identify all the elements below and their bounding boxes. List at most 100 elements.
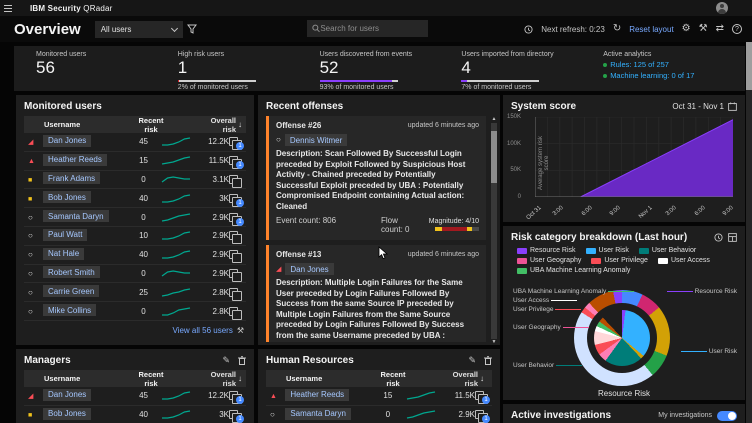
col-recent-risk[interactable]: Recent risk xyxy=(138,369,164,388)
edit-pencil-icon[interactable]: ✎ xyxy=(468,355,476,365)
username-chip[interactable]: Robert Smith xyxy=(43,266,100,279)
table-view-icon[interactable] xyxy=(728,233,737,242)
username-chip[interactable]: Dan Jones xyxy=(43,388,92,401)
table-row[interactable]: ■ Bob Jones 40 3K 1 xyxy=(24,189,246,209)
layout-arrows-icon[interactable]: ⇄ xyxy=(715,23,724,34)
rules-analytics-link[interactable]: Rules: 125 of 257 xyxy=(610,60,669,69)
col-overall-risk[interactable]: Overall risk ↓ xyxy=(452,369,484,388)
reset-layout-link[interactable]: Reset layout xyxy=(629,24,674,34)
watchlist-icon[interactable]: 1 xyxy=(229,156,244,170)
user-avatar[interactable] xyxy=(716,2,728,14)
scroll-up-icon[interactable]: ▲ xyxy=(491,116,497,122)
legend-item[interactable]: User Privilege xyxy=(591,257,648,264)
overall-risk-value: 2.9K xyxy=(458,410,475,420)
trash-icon[interactable] xyxy=(484,356,492,365)
watchlist-icon[interactable]: 1 xyxy=(475,391,490,405)
table-row[interactable]: ■ Bob Jones 40 3K 1 xyxy=(24,406,246,423)
scroll-down-icon[interactable]: ▼ xyxy=(491,339,497,345)
scrollbar-thumb[interactable] xyxy=(746,16,752,90)
search-box[interactable] xyxy=(307,20,428,37)
table-row[interactable]: ○ Samanta Daryn 0 2.9K 1 xyxy=(24,208,246,227)
watchlist-icon[interactable] xyxy=(229,231,242,245)
table-row[interactable]: ■ Frank Adams 0 3.1K xyxy=(24,171,246,190)
username-chip[interactable]: Carrie Green xyxy=(43,285,100,298)
trash-icon[interactable] xyxy=(238,356,246,365)
col-username[interactable]: Username xyxy=(286,374,323,383)
offense-card[interactable]: Offense #13 updated 6 minutes ago ◢ Dan … xyxy=(266,245,486,342)
settings-gear-icon[interactable]: ⚙ xyxy=(681,23,691,34)
user-filter-dropdown[interactable]: All users xyxy=(94,20,183,38)
username-chip[interactable]: Heather Reeds xyxy=(43,153,107,166)
hamburger-menu-icon[interactable] xyxy=(0,0,16,16)
offenses-scrollbar[interactable]: ▲ ▼ xyxy=(491,117,497,345)
table-row[interactable]: ○ Nat Hale 40 2.9K xyxy=(24,246,246,265)
offense-id[interactable]: Offense #13 xyxy=(276,250,322,260)
col-overall-risk[interactable]: Overall risk ↓ xyxy=(210,115,242,134)
username-chip[interactable]: Samanta Daryn xyxy=(43,210,109,223)
refresh-icon[interactable]: ↻ xyxy=(612,23,622,34)
panel-title: Human Resources xyxy=(266,355,354,366)
offense-id[interactable]: Offense #26 xyxy=(276,121,322,130)
watchlist-icon[interactable] xyxy=(229,268,242,282)
filter-icon[interactable] xyxy=(183,21,201,38)
donut-callout-label: UBA Machine Learning Anomaly xyxy=(513,288,635,295)
username-chip[interactable]: Mike Collins xyxy=(43,304,97,317)
stat-label: Users discovered from events xyxy=(319,51,413,58)
legend-item[interactable]: Resource Risk xyxy=(517,247,576,254)
username-chip[interactable]: Nat Hale xyxy=(43,247,85,260)
username-chip[interactable]: Samanta Daryn xyxy=(285,407,351,420)
recent-clock-icon[interactable] xyxy=(714,233,723,242)
watchlist-icon[interactable]: 1 xyxy=(475,410,490,423)
watchlist-icon[interactable]: 1 xyxy=(229,410,244,423)
table-row[interactable]: ◢ Dan Jones 45 12.2K 1 xyxy=(24,133,246,152)
panel-title: Risk category breakdown (Last hour) xyxy=(511,232,688,243)
offense-user-chip[interactable]: Dan Jones xyxy=(285,263,334,276)
table-row[interactable]: ▲ Heather Reeds 15 11.5K 1 xyxy=(24,152,246,171)
col-recent-risk[interactable]: Recent risk xyxy=(138,115,164,134)
watchlist-icon[interactable]: 1 xyxy=(229,391,244,405)
col-recent-risk[interactable]: Recent risk xyxy=(380,369,406,388)
legend-item[interactable]: User Access xyxy=(657,257,710,264)
view-all-users-link[interactable]: View all 56 users xyxy=(172,326,233,336)
legend-item[interactable]: User Behavior xyxy=(638,247,696,254)
table-row[interactable]: ○ Paul Watt 10 2.9K xyxy=(24,227,246,246)
username-chip[interactable]: Bob Jones xyxy=(43,191,91,204)
watchlist-icon[interactable] xyxy=(229,287,242,301)
username-chip[interactable]: Frank Adams xyxy=(43,172,101,185)
table-row[interactable]: ○ Samanta Daryn 0 2.9K 1 xyxy=(266,406,492,423)
username-chip[interactable]: Bob Jones xyxy=(43,407,91,420)
watchlist-icon[interactable] xyxy=(229,306,242,320)
calendar-icon[interactable] xyxy=(728,102,737,111)
tools-icon[interactable]: ⚒ xyxy=(698,23,708,34)
help-icon[interactable]: ? xyxy=(732,24,742,34)
table-row[interactable]: ○ Mike Collins 0 2.8K xyxy=(24,302,246,321)
legend-item[interactable]: User Risk xyxy=(585,247,629,254)
watchlist-icon[interactable]: 1 xyxy=(229,193,244,207)
watchlist-icon[interactable]: 1 xyxy=(229,137,244,151)
my-investigations-toggle[interactable] xyxy=(717,410,737,421)
table-row[interactable]: ○ Carrie Green 25 2.8K xyxy=(24,283,246,303)
watchlist-icon[interactable] xyxy=(229,250,242,264)
legend-item[interactable]: UBA Machine Learning Anomaly xyxy=(517,267,630,274)
watchlist-icon[interactable] xyxy=(229,174,242,188)
user-risk-icon: ○ xyxy=(270,410,275,420)
table-row[interactable]: ▲ Heather Reeds 15 11.5K 1 xyxy=(266,387,492,406)
offense-user-chip[interactable]: Dennis Witmer xyxy=(284,134,348,146)
search-input[interactable] xyxy=(320,24,423,33)
username-chip[interactable]: Dan Jones xyxy=(43,134,92,147)
legend-item[interactable]: User Geography xyxy=(517,257,581,264)
page-scrollbar[interactable] xyxy=(746,16,752,423)
ml-analytics-link[interactable]: Machine learning: 0 of 17 xyxy=(610,71,695,80)
col-username[interactable]: Username xyxy=(44,374,81,383)
username-chip[interactable]: Paul Watt xyxy=(43,228,88,241)
scrollbar-thumb[interactable] xyxy=(491,131,497,183)
col-overall-risk[interactable]: Overall risk ↓ xyxy=(210,369,242,388)
edit-pencil-icon[interactable]: ✎ xyxy=(222,355,230,365)
watchlist-icon[interactable]: 1 xyxy=(229,212,244,226)
risk-donut-chart[interactable] xyxy=(574,290,670,386)
username-chip[interactable]: Heather Reeds xyxy=(285,388,350,401)
table-row[interactable]: ○ Robert Smith 0 2.9K xyxy=(24,265,246,284)
offense-card[interactable]: Offense #26 updated 6 minutes ago ○ Denn… xyxy=(266,116,486,241)
col-username[interactable]: Username xyxy=(44,120,81,129)
table-row[interactable]: ◢ Dan Jones 45 12.2K 1 xyxy=(24,387,246,406)
